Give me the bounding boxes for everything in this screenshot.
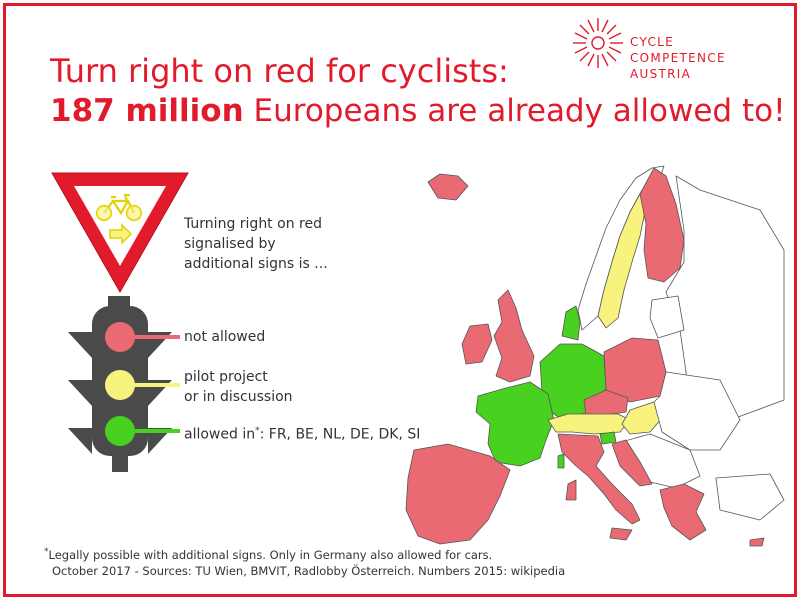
footnote-line-1: *Legally possible with additional signs.…	[44, 544, 644, 563]
legend-allowed: allowed in*: FR, BE, NL, DE, DK, SI	[184, 421, 420, 445]
sign-description-line-3: additional signs is ...	[184, 256, 328, 272]
brand-name: CYCLE COMPETENCE AUSTRIA	[630, 34, 768, 82]
brand-line-2: AUSTRIA	[630, 67, 692, 81]
brand-logo: CYCLE COMPETENCE AUSTRIA	[568, 18, 768, 81]
sign-description: Turning right on red signalised by addit…	[184, 214, 384, 274]
legend-allowed-star: *	[255, 426, 260, 436]
title-highlight: 187 million	[50, 93, 244, 129]
sunburst-logo-icon	[573, 18, 623, 68]
footnote-star: *	[44, 547, 49, 557]
legend-pilot-line-1: pilot project	[184, 369, 268, 385]
title-line-2: 187 million Europeans are already allowe…	[50, 92, 786, 130]
footnote: *Legally possible with additional signs.…	[44, 544, 644, 579]
title-line-1: Turn right on red for cyclists:	[50, 52, 509, 90]
legend-allowed-countries: : FR, BE, NL, DE, DK, SI	[259, 426, 421, 443]
brand-line-1: CYCLE COMPETENCE	[630, 35, 726, 65]
legend-pilot-line-2: or in discussion	[184, 389, 293, 405]
legend-not-allowed: not allowed	[184, 329, 266, 345]
legend-allowed-label: allowed in	[184, 426, 256, 443]
footnote-text-1: Legally possible with additional signs. …	[48, 547, 493, 562]
legend-pilot: pilot project or in discussion	[184, 367, 293, 407]
sign-description-line-1: Turning right on red	[184, 216, 322, 232]
sign-description-line-2: signalised by	[184, 236, 276, 252]
title-rest: Europeans are already allowed to!	[243, 93, 786, 129]
footnote-line-2: October 2017 - Sources: TU Wien, BMVIT, …	[52, 563, 566, 578]
